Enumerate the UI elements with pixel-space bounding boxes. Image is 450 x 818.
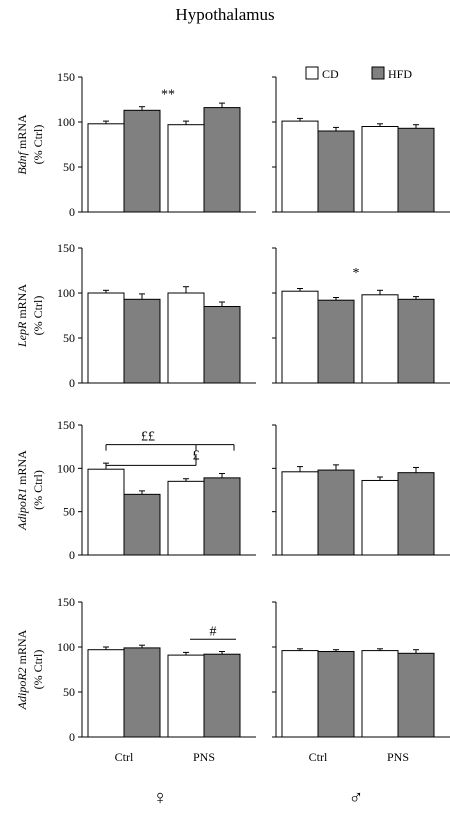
figure-title: Hypothalamus: [175, 5, 274, 24]
x-group-label-male-pns: PNS: [387, 750, 409, 764]
legend-label-hfd: HFD: [388, 67, 412, 81]
y-axis-label-gene: AdipoR2: [15, 667, 29, 710]
chart-lepr: 0 50 100 150 LepR mRNA (% Ctrl) *: [15, 241, 450, 390]
y-axis-label: Bdnf mRNA: [15, 114, 29, 175]
bar-female-ctrl-cd: [87, 468, 125, 556]
bar-male-pns-cd: [361, 650, 399, 738]
y-tick-label: 50: [63, 685, 75, 699]
bar-female-ctrl-cd: [87, 649, 125, 738]
y-axis-label-unit: (% Ctrl): [31, 470, 45, 510]
y-axis-label-suffix: mRNA: [15, 629, 29, 667]
bar-female-pns-hfd: [203, 477, 241, 556]
legend: CD HFD: [305, 66, 412, 81]
significance-annotation: **: [161, 88, 175, 103]
bar-male-pns-hfd: [397, 652, 435, 738]
y-axis-label-gene: Bdnf: [15, 150, 29, 174]
bar-male-pns-cd: [361, 294, 399, 384]
legend-swatch-cd: [305, 66, 319, 80]
y-tick-label: 0: [69, 730, 75, 744]
female-symbol: ♀: [153, 787, 168, 809]
bar-male-ctrl-hfd: [317, 130, 355, 213]
male-symbol: ♂: [349, 787, 364, 809]
bar-female-ctrl-hfd: [123, 647, 161, 738]
y-axis-label: AdipoR1 mRNA: [15, 450, 29, 531]
y-tick-label: 50: [63, 331, 75, 345]
bar-male-pns-hfd: [397, 298, 435, 384]
y-axis-label-suffix: mRNA: [15, 450, 29, 488]
y-axis-label-suffix: mRNA: [15, 114, 29, 152]
y-tick-label: 100: [57, 115, 75, 129]
bar-female-ctrl-cd: [87, 123, 125, 213]
significance-annotation: £: [193, 448, 200, 463]
y-tick-label: 150: [57, 418, 75, 432]
significance-annotation: #: [210, 624, 217, 639]
bar-female-pns-hfd: [203, 306, 241, 384]
bar-male-pns-hfd: [397, 127, 435, 213]
legend-label-cd: CD: [322, 67, 339, 81]
y-tick-label: 150: [57, 595, 75, 609]
y-axis-label-gene: LepR: [15, 321, 29, 348]
significance-annotation: *: [353, 266, 360, 281]
chart-adipor2: 0 50 100 150 AdipoR2 mRNA(% Ctrl) # Ctrl PNS Ctr…: [15, 595, 450, 764]
bar-male-ctrl-cd: [281, 120, 319, 213]
y-axis-label-suffix: mRNA: [15, 284, 29, 322]
bar-male-ctrl-hfd: [317, 469, 355, 556]
y-tick-label: 150: [57, 241, 75, 255]
y-tick-label: 0: [69, 548, 75, 562]
y-axis-label-unit: (% Ctrl): [31, 650, 45, 690]
y-tick-label: 0: [69, 376, 75, 390]
bar-female-pns-hfd: [203, 653, 241, 738]
significance-annotation: ££: [141, 430, 155, 445]
y-axis-label-unit: (% Ctrl): [31, 125, 45, 165]
y-tick-label: 100: [57, 461, 75, 475]
y-tick-label: 50: [63, 160, 75, 174]
bar-male-pns-cd: [361, 126, 399, 213]
legend-swatch-hfd: [371, 66, 385, 80]
bar-female-pns-cd: [167, 480, 205, 556]
bar-male-ctrl-cd: [281, 471, 319, 556]
x-group-label-female-ctrl: Ctrl: [115, 750, 134, 764]
bar-male-ctrl-hfd: [317, 299, 355, 384]
y-axis-label-gene: AdipoR1: [15, 488, 29, 531]
y-tick-label: 150: [57, 70, 75, 84]
bar-male-ctrl-cd: [281, 650, 319, 738]
y-tick-label: 100: [57, 640, 75, 654]
y-axis-label: LepR mRNA: [15, 284, 29, 348]
bar-female-ctrl-hfd: [123, 493, 161, 556]
bar-female-ctrl-hfd: [123, 298, 161, 384]
bar-male-pns-cd: [361, 479, 399, 556]
bar-male-ctrl-cd: [281, 290, 319, 384]
y-tick-label: 100: [57, 286, 75, 300]
y-tick-label: 0: [69, 205, 75, 219]
y-axis-label: AdipoR2 mRNA: [15, 629, 29, 710]
bar-female-ctrl-cd: [87, 292, 125, 384]
y-axis-label-unit: (% Ctrl): [31, 296, 45, 336]
bar-female-ctrl-hfd: [123, 109, 161, 213]
bar-female-pns-cd: [167, 654, 205, 738]
y-tick-label: 50: [63, 505, 75, 519]
x-group-label-female-pns: PNS: [193, 750, 215, 764]
bar-male-pns-hfd: [397, 472, 435, 556]
bar-female-pns-cd: [167, 124, 205, 213]
x-group-label-male-ctrl: Ctrl: [309, 750, 328, 764]
bar-female-pns-cd: [167, 292, 205, 384]
bar-male-ctrl-hfd: [317, 651, 355, 738]
bar-female-pns-hfd: [203, 107, 241, 213]
chart-bdnf: 0 50 100 150 Bdnf mRNA (% Ctrl) **: [15, 70, 450, 219]
